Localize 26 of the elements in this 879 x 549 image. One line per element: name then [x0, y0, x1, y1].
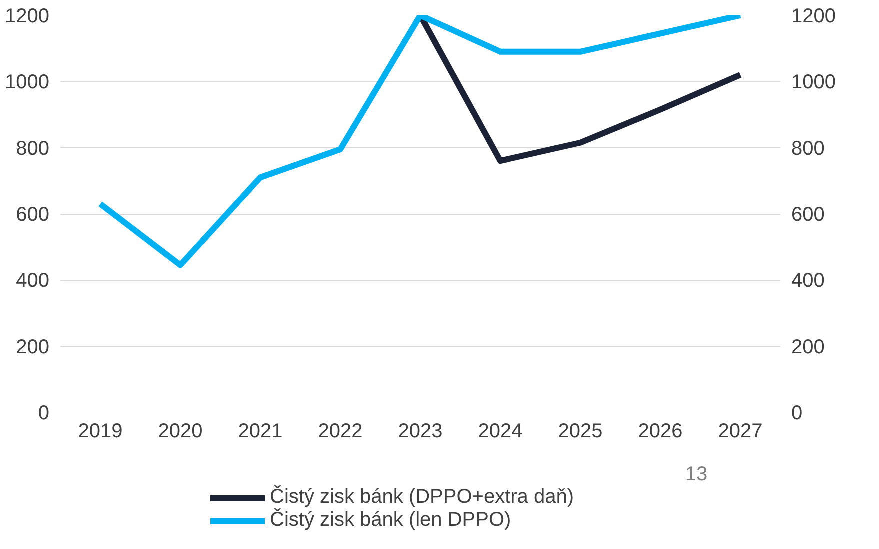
legend-label: Čistý zisk bánk (len DPPO) — [270, 509, 512, 532]
y2-tick-label: 800 — [792, 138, 825, 160]
y2-tick-label: 1000 — [792, 72, 836, 94]
y-tick-label: 400 — [16, 270, 50, 292]
y-tick-label: 200 — [16, 336, 50, 358]
text: 13 — [685, 464, 708, 486]
y-tick-label: 1000 — [5, 72, 50, 94]
y2-tick-label: 600 — [792, 204, 825, 226]
x-tick-label: 2020 — [158, 420, 203, 442]
x-tick-label: 2023 — [398, 420, 443, 442]
x-tick-label: 2024 — [478, 420, 523, 442]
x-tick-label: 2025 — [558, 420, 603, 442]
y2-tick-label: 0 — [792, 402, 803, 424]
y-tick-label: 1200 — [5, 6, 50, 28]
legend-label: Čistý zisk bánk (DPPO+extra daň) — [270, 486, 574, 508]
x-tick-label: 2019 — [78, 420, 123, 442]
y2-tick-label: 200 — [792, 336, 825, 358]
x-tick-label: 2022 — [318, 420, 363, 442]
x-tick-label: 2027 — [718, 420, 763, 442]
y2-tick-label: 1200 — [792, 6, 836, 28]
x-tick-label: 2026 — [638, 420, 683, 442]
y-tick-label: 0 — [38, 402, 50, 424]
x-tick-label: 2021 — [238, 420, 283, 442]
y-tick-label: 600 — [16, 204, 50, 226]
y-tick-label: 800 — [16, 138, 50, 160]
y2-tick-label: 400 — [792, 270, 825, 292]
